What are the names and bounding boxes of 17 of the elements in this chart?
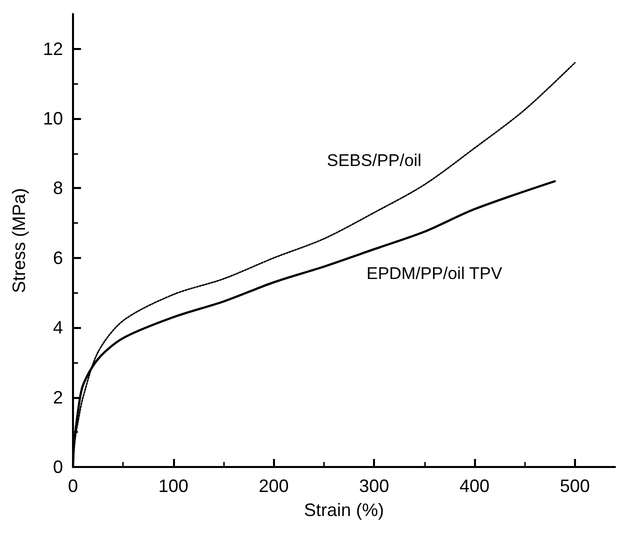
x-tick-label: 200 [258, 476, 289, 496]
y-tick-label: 10 [42, 108, 63, 129]
series-label: EPDM/PP/oil TPV [366, 264, 503, 284]
y-tick-label: 0 [52, 457, 63, 477]
x-axis-title: Strain (%) [304, 500, 384, 520]
y-tick-label: 6 [52, 248, 63, 268]
y-tick-label: 4 [52, 318, 63, 338]
x-tick-label: 100 [158, 476, 188, 496]
x-tick-label: 300 [359, 476, 390, 496]
y-tick-label: 8 [52, 178, 63, 198]
x-tick-label: 400 [459, 476, 490, 496]
y-tick-label: 12 [42, 38, 63, 59]
x-tick-label: 500 [560, 476, 590, 496]
x-tick-label: 0 [68, 476, 78, 496]
y-tick-label: 2 [52, 387, 63, 408]
series-label: SEBS/PP/oil [326, 150, 422, 170]
y-axis-title: Stress (MPa) [9, 188, 29, 294]
